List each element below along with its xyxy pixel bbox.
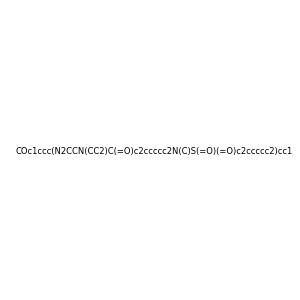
Text: COc1ccc(N2CCN(CC2)C(=O)c2ccccc2N(C)S(=O)(=O)c2ccccc2)cc1: COc1ccc(N2CCN(CC2)C(=O)c2ccccc2N(C)S(=O)…: [15, 147, 292, 156]
